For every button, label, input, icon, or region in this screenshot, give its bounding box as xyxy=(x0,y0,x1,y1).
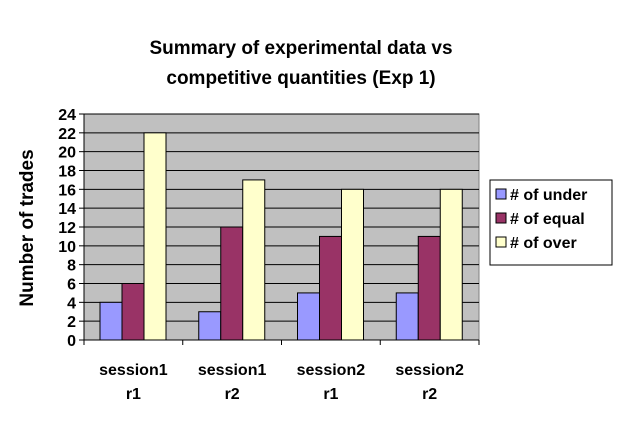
y-tick-label: 24 xyxy=(58,107,76,124)
x-tick-label: session2 xyxy=(297,362,366,379)
bar-of-over xyxy=(439,188,463,341)
y-tick-label: 12 xyxy=(58,220,76,237)
legend-swatch xyxy=(495,236,507,248)
y-tick-label: 18 xyxy=(58,164,76,181)
bar-of-equal xyxy=(121,283,145,341)
bar-of-equal xyxy=(417,235,441,341)
bar-of-equal xyxy=(319,235,342,341)
legend-label: # of equal xyxy=(510,211,585,228)
y-tick-label: 20 xyxy=(58,145,76,162)
x-tick-label: r1 xyxy=(126,386,141,403)
x-tick-label: r2 xyxy=(225,386,240,403)
bar-of-under xyxy=(99,301,123,341)
y-tick-label: 0 xyxy=(67,333,76,350)
bar-of-under xyxy=(395,292,419,341)
y-tick-label: 8 xyxy=(67,258,76,275)
bar-of-equal xyxy=(220,226,244,341)
y-tick-label: 22 xyxy=(58,126,76,143)
bar-of-under xyxy=(297,292,320,341)
y-tick-label: 6 xyxy=(67,277,76,294)
legend-label: # of over xyxy=(510,235,577,252)
x-tick-label: session2 xyxy=(395,362,464,379)
y-tick-label: 2 xyxy=(67,314,76,331)
x-tick-label: r2 xyxy=(422,386,437,403)
bar-of-over xyxy=(143,132,167,341)
y-tick-label: 16 xyxy=(58,182,76,199)
x-tick-label: session1 xyxy=(198,362,267,379)
y-tick-label: 10 xyxy=(58,239,76,256)
x-tick-label: session1 xyxy=(99,362,168,379)
legend-label: # of under xyxy=(510,187,587,204)
y-tick-label: 14 xyxy=(58,201,76,218)
y-tick-label: 4 xyxy=(67,295,76,312)
chart-title: Summary of experimental data vs xyxy=(149,38,452,59)
y-axis-label: Number of trades xyxy=(17,149,38,306)
legend-swatch xyxy=(495,188,507,200)
bar-of-over xyxy=(341,188,364,341)
chart-title: competitive quantities (Exp 1) xyxy=(166,68,435,89)
x-tick-label: r1 xyxy=(323,386,338,403)
legend xyxy=(489,179,613,266)
bar-of-under xyxy=(198,311,222,341)
legend-swatch xyxy=(495,212,507,224)
bar-of-over xyxy=(242,179,266,341)
